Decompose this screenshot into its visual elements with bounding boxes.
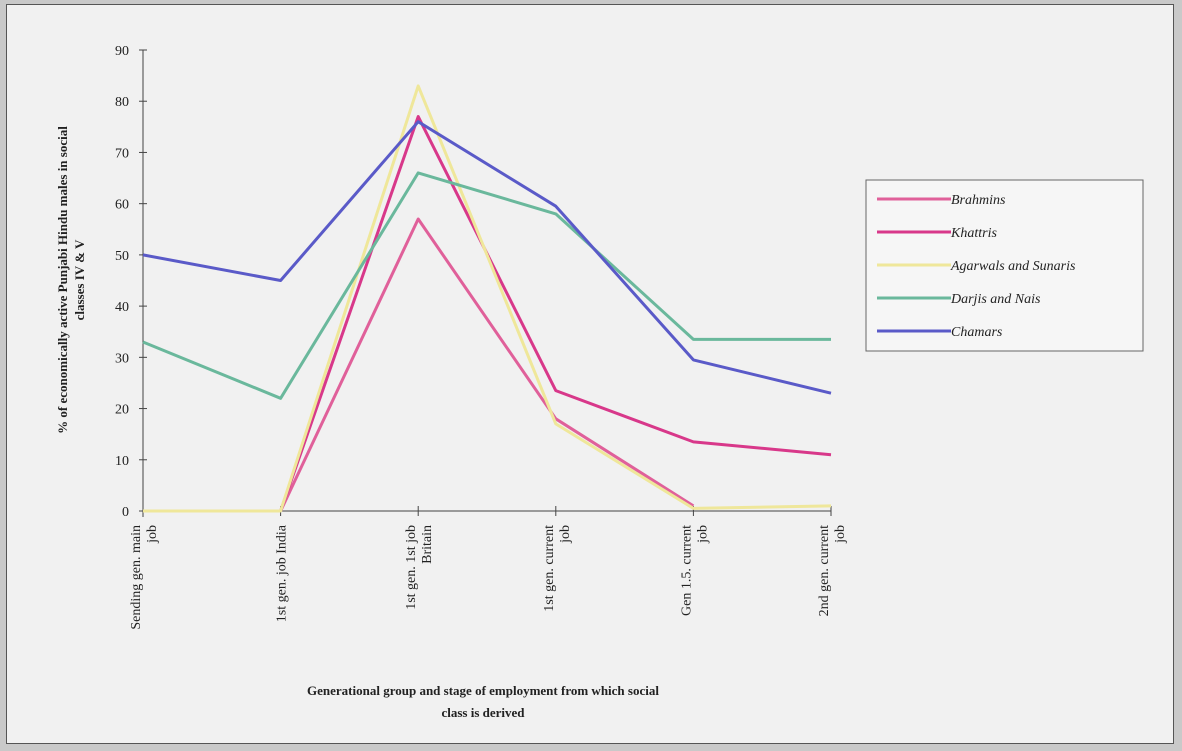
legend: Brahmins Khattris Agarwals and Sunaris Darj… — [865, 179, 1144, 352]
x-tick-labels: Sending gen. main job 1st gen. job India 1s… — [129, 524, 848, 629]
legend-label: Darjis and Nais — [950, 292, 1041, 307]
x-tick-label-line: 1st gen. 1st job — [404, 525, 419, 610]
x-tick-label-line: Britain — [420, 525, 435, 564]
x-tick-label-line: Gen 1.5. current — [679, 525, 694, 616]
y-tick-label: 60 — [115, 198, 129, 213]
series-line-khattris — [279, 115, 832, 512]
series-line-darjis-and-nais — [142, 171, 831, 400]
series-lines — [142, 84, 832, 513]
chart-frame: 0 10 20 30 40 50 60 70 80 90 Sending gen. main job… — [6, 4, 1174, 744]
legend-label: Brahmins — [951, 193, 1006, 208]
x-tick-label-line: job — [695, 525, 710, 544]
legend-label: Agarwals and Sunaris — [950, 259, 1076, 274]
axes — [139, 49, 832, 517]
y-axis-title: % of economically active Punjabi Hindu m… — [55, 126, 87, 434]
series-line-chamars — [142, 120, 832, 395]
x-tick-label-line: job — [145, 525, 160, 544]
series-line-brahmins — [279, 217, 695, 512]
x-tick-label-line: 1st gen. job India — [275, 524, 290, 622]
y-tick-label: 50 — [115, 249, 129, 264]
x-tick-label-line: Sending gen. main — [129, 525, 144, 630]
y-tick-label: 80 — [115, 95, 129, 110]
y-tick-label: 90 — [115, 44, 129, 59]
x-tick-label: 1st gen. 1st job Britain — [404, 525, 435, 610]
x-tick-label-line: 1st gen. current — [542, 525, 557, 612]
x-tick-label-line: 2nd gen. current — [817, 525, 832, 616]
x-tick-label: 1st gen. job India — [275, 524, 290, 622]
x-tick-label-line: job — [833, 525, 848, 544]
y-tick-label: 40 — [115, 300, 129, 315]
x-axis-title: Generational group and stage of employme… — [307, 683, 659, 720]
x-tick-label: Sending gen. main job — [129, 525, 160, 630]
x-tick-label: 2nd gen. current job — [817, 525, 848, 616]
y-tick-label: 0 — [122, 505, 129, 520]
y-tick-labels: 0 10 20 30 40 50 60 70 80 90 — [115, 44, 129, 520]
legend-label: Khattris — [950, 226, 997, 241]
x-tick-label-line: job — [558, 525, 573, 544]
y-tick-label: 70 — [115, 146, 129, 161]
y-tick-label: 30 — [115, 351, 129, 366]
series-line-agarwals-and-sunaris — [143, 84, 832, 513]
y-tick-label: 10 — [115, 454, 129, 469]
x-tick-label: 1st gen. current job — [542, 525, 573, 612]
x-tick-label: Gen 1.5. current job — [679, 525, 710, 616]
y-tick-label: 20 — [115, 403, 129, 418]
legend-label: Chamars — [951, 325, 1003, 340]
